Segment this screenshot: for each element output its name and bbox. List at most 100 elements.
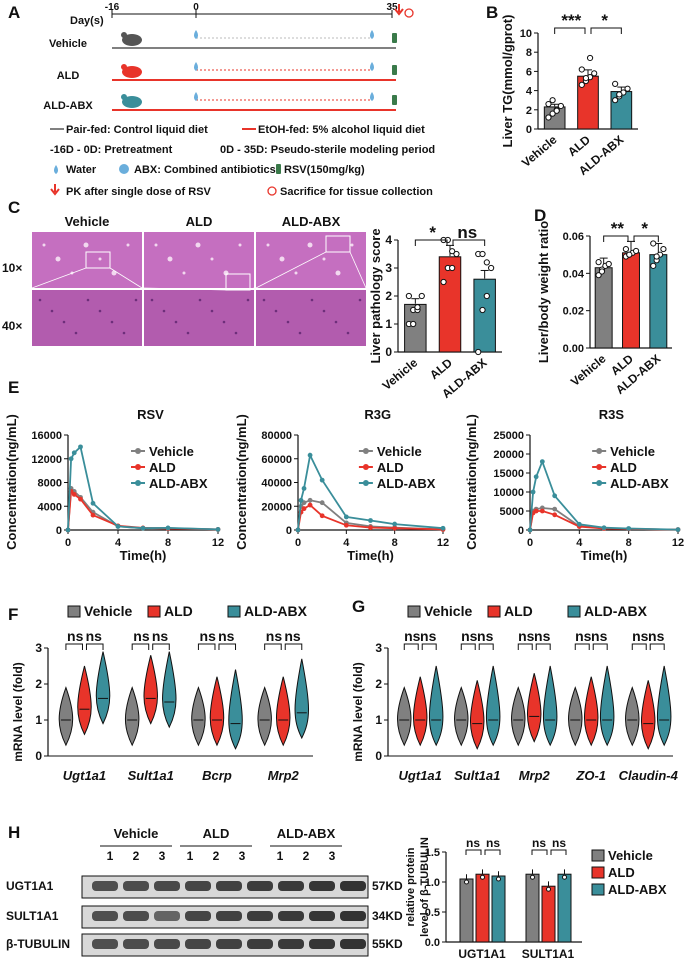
- gene-label: Claudin-4: [619, 768, 679, 783]
- legend-label: ALD-ABX: [608, 882, 667, 897]
- data-point: [626, 251, 633, 258]
- histology-col-ald: ALD: [186, 214, 213, 229]
- lane-label: 3: [329, 849, 336, 863]
- y-tick-label: 4000: [38, 501, 62, 513]
- sig-bracket: [554, 27, 586, 34]
- nucleus-mark: [150, 298, 154, 302]
- nucleus-mark: [286, 320, 290, 324]
- gene-label: Mrp2: [268, 768, 300, 783]
- x-tick-label: 0: [65, 537, 71, 549]
- sig-label: *: [601, 11, 608, 30]
- blot-band: [154, 911, 180, 921]
- data-point: [405, 292, 412, 300]
- sig-label: ns: [466, 836, 480, 850]
- sig-bracket: [535, 643, 551, 650]
- y-tick-label: 0: [375, 749, 382, 763]
- data-point: [557, 102, 564, 110]
- water-icon: [194, 30, 198, 39]
- legend-swatch: [591, 883, 605, 896]
- violin-vehicle: [511, 686, 526, 747]
- subchart-title: R3G: [364, 407, 391, 422]
- nucleus-mark: [262, 298, 266, 302]
- violin-ald: [276, 676, 291, 747]
- water-icon: [54, 165, 58, 174]
- y-tick-label: 8000: [38, 478, 62, 490]
- vessel-mark: [167, 256, 173, 262]
- y-tick-label: 1.5: [425, 847, 440, 859]
- y-tick-label: 0: [286, 525, 292, 537]
- zoom-line: [249, 287, 255, 291]
- violin-abx: [428, 665, 444, 747]
- sig-bracket: [403, 643, 419, 650]
- blot-band: [247, 939, 273, 949]
- y-axis-label: mRNA level (fold): [11, 662, 25, 762]
- y-tick-label: 60000: [261, 454, 292, 466]
- x-tick-label: 8: [165, 537, 171, 549]
- violin-vehicle: [191, 686, 206, 747]
- blot-band: [185, 911, 211, 921]
- series-point: [539, 459, 545, 464]
- legend-label: ALD-ABX: [244, 603, 308, 619]
- sig-label: ns: [420, 628, 437, 644]
- wb-group-vehicle: Vehicle: [114, 826, 159, 841]
- sig-label: ns: [534, 628, 551, 644]
- y-tick-label: 4: [385, 233, 392, 247]
- nucleus-mark: [346, 331, 350, 335]
- y-tick-label: 0: [56, 525, 62, 537]
- y-axis-label: Concentration(ng/mL): [464, 414, 479, 550]
- water-icon: [370, 62, 374, 71]
- vessel-mark: [154, 243, 158, 247]
- series-point: [675, 527, 681, 533]
- nucleus-mark: [322, 309, 326, 313]
- violin-abx: [95, 651, 111, 725]
- data-point: [653, 253, 660, 260]
- violin-ald: [77, 665, 92, 736]
- zoom-line: [31, 267, 87, 289]
- legend-sacrifice: Sacrifice for tissue collection: [280, 186, 433, 198]
- lane-label: 2: [303, 849, 310, 863]
- x-tick-label: 12: [212, 537, 224, 549]
- day-tick-label: 0: [193, 2, 199, 13]
- y-tick-label: 0: [518, 525, 524, 537]
- blot-band: [92, 939, 118, 949]
- nucleus-mark: [274, 309, 278, 313]
- series-point: [552, 512, 558, 518]
- data-point: [632, 247, 640, 255]
- rsv-icon: [392, 95, 397, 105]
- y-tick-label: 1.0: [425, 877, 440, 889]
- day-tick-label: -16: [105, 2, 120, 13]
- legend-pretreatment: -16D - 0D: Pretreatment: [50, 144, 173, 156]
- protein-label: β-TUBULIN: [6, 937, 70, 951]
- y-tick-label: 4: [526, 86, 533, 98]
- series-point: [140, 525, 146, 531]
- sig-bracket: [85, 643, 104, 650]
- y-tick-label: 12000: [31, 454, 62, 466]
- wb-group-ald-abx: ALD-ABX: [277, 826, 336, 841]
- series-point: [527, 527, 533, 533]
- series-point: [368, 518, 373, 523]
- sig-bracket: [574, 643, 590, 650]
- histology-40x: [32, 290, 142, 346]
- sig-label: ns: [200, 628, 217, 644]
- legend-swatch: [67, 605, 81, 618]
- data-point: [410, 320, 417, 328]
- sig-label: ns: [284, 628, 301, 644]
- vessel-mark: [210, 257, 214, 261]
- y-tick-label: 2: [385, 289, 392, 303]
- sacrifice-icon: [404, 8, 414, 18]
- nucleus-mark: [298, 331, 302, 335]
- legend-modeling: 0D - 35D: Pseudo-sterile modeling period: [220, 144, 435, 156]
- y-tick-label: 16000: [31, 430, 62, 442]
- x-tick-label: 12: [437, 537, 449, 549]
- panel-label-g: G: [352, 597, 365, 616]
- blot-band: [154, 939, 180, 949]
- sig-bracket: [631, 643, 647, 650]
- data-point: [414, 304, 421, 311]
- vessel-mark: [307, 242, 313, 248]
- sig-label: ns: [591, 628, 608, 644]
- blot-band: [123, 881, 149, 891]
- panel-label-c: C: [8, 198, 20, 217]
- sig-label: ns: [86, 628, 103, 644]
- data-point: [612, 97, 619, 104]
- data-point: [453, 250, 460, 258]
